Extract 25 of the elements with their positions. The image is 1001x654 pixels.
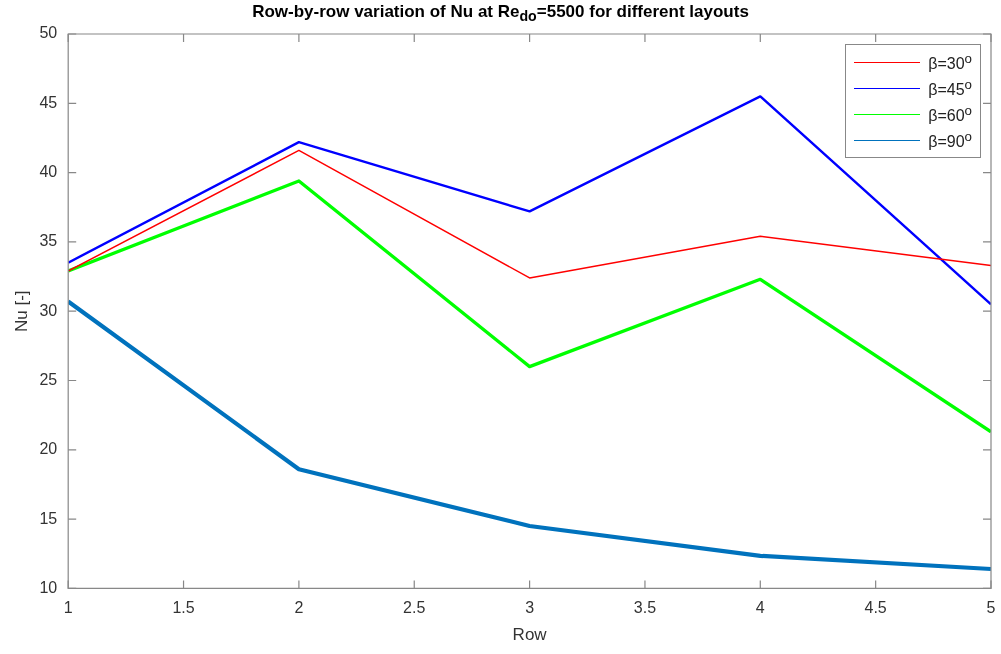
x-tick-label: 2.5: [403, 599, 426, 617]
x-tick-label: 3.5: [633, 599, 657, 617]
legend-label: β=45$^{o}$: [928, 76, 972, 100]
legend-label: β=90$^{o}$: [928, 128, 972, 152]
y-tick-label: 15: [39, 509, 58, 527]
x-tick-label: 4.5: [864, 599, 887, 617]
legend-label: β=60$^{o}$: [928, 102, 972, 126]
y-tick-label: 25: [39, 370, 58, 388]
y-tick-label: 30: [39, 301, 58, 319]
legend-label: β=30$^{o}$: [928, 50, 972, 74]
x-axis-title: Row: [512, 625, 548, 645]
y-tick-label: 40: [39, 163, 58, 181]
x-tick-label: 5: [986, 599, 996, 617]
x-tick-label: 2: [294, 599, 304, 617]
x-tick-label: 4: [755, 599, 765, 617]
y-tick-label: 10: [39, 578, 58, 596]
y-tick-label: 50: [39, 24, 58, 42]
x-tick-label: 1: [63, 599, 73, 617]
x-tick-label: 3: [525, 599, 535, 617]
y-tick-label: 20: [39, 440, 58, 458]
x-tick-label: 1.5: [172, 599, 195, 617]
y-tick-label: 35: [39, 232, 58, 250]
chart-title: Row-by-row variation of Nu at Re$_{do}$=5500 for different layouts: [251, 1, 750, 25]
y-axis-title: Nu [-]: [11, 290, 31, 332]
y-tick-label: 45: [39, 93, 58, 111]
